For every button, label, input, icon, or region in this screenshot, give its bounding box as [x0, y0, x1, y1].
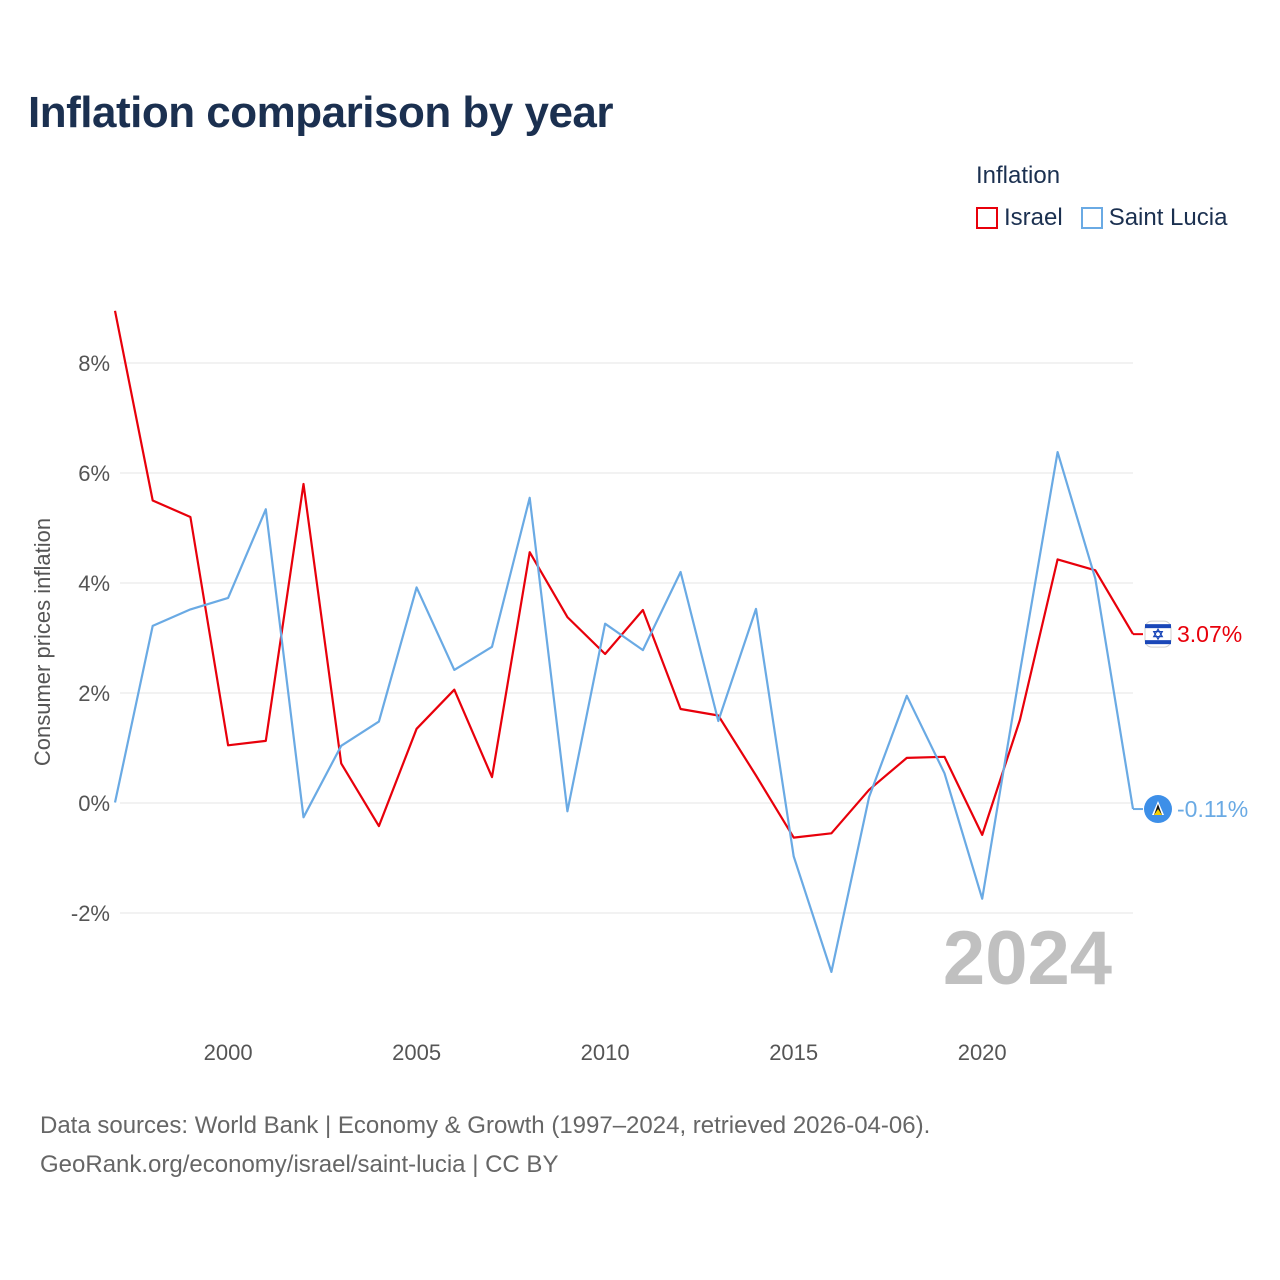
- y-tick-label: -2%: [71, 901, 110, 926]
- chart-title: Inflation comparison by year: [28, 88, 614, 137]
- legend-swatch-israel: [976, 207, 998, 229]
- footer-link[interactable]: GeoRank.org/economy/israel/saint-lucia |…: [40, 1151, 559, 1178]
- y-tick-label: 4%: [78, 571, 110, 596]
- x-axis-ticks: 2000 2005 2010 2015 2020: [204, 1040, 1007, 1065]
- legend-swatch-saint-lucia: [1080, 207, 1103, 229]
- y-tick-label: 2%: [78, 681, 110, 706]
- end-labels: 3.07% -0.11%: [1133, 620, 1248, 824]
- end-value-label: -0.11%: [1177, 796, 1248, 822]
- series-line-saint-lucia[interactable]: [113, 451, 1135, 974]
- legend-item-israel[interactable]: Israel: [976, 204, 1063, 232]
- end-value-label: 3.07%: [1177, 621, 1242, 647]
- y-tick-label: 0%: [78, 791, 110, 816]
- y-tick-label: 8%: [78, 351, 110, 376]
- x-tick-label: 2010: [581, 1040, 630, 1065]
- y-tick-label: 6%: [78, 461, 110, 486]
- footer: Data sources: World Bank | Economy & Gro…: [40, 1106, 930, 1184]
- year-watermark: 2024: [943, 916, 1112, 1001]
- x-tick-label: 2000: [204, 1040, 253, 1065]
- legend-items: Israel Saint Lucia: [976, 204, 1245, 232]
- saint-lucia-flag-icon: [1144, 795, 1172, 824]
- line-chart: -2% 0% 2% 4% 6% 8% 2000 2005 2010 2015 2020 Consu…: [30, 310, 1248, 1065]
- x-tick-label: 2015: [769, 1040, 818, 1065]
- y-axis-ticks: -2% 0% 2% 4% 6% 8%: [71, 351, 110, 926]
- chart-area: -2% 0% 2% 4% 6% 8% 2000 2005 2010 2015 2020 Consu…: [30, 310, 1248, 1065]
- legend-label-israel: Israel: [1004, 204, 1063, 231]
- legend-label-saint-lucia: Saint Lucia: [1108, 204, 1228, 231]
- footer-sources: Data sources: World Bank | Economy & Gro…: [40, 1112, 931, 1139]
- israel-flag-icon: [1144, 620, 1172, 648]
- x-tick-label: 2005: [392, 1040, 441, 1065]
- x-tick-label: 2020: [958, 1040, 1007, 1065]
- series-line-israel[interactable]: [113, 310, 1134, 839]
- series-lines: [113, 310, 1135, 974]
- legend-item-saint-lucia[interactable]: Saint Lucia: [1080, 204, 1228, 232]
- legend: Inflation Israel Saint Lucia: [976, 162, 1245, 232]
- y-axis-label: Consumer prices inflation: [30, 518, 55, 766]
- legend-title: Inflation: [976, 162, 1061, 189]
